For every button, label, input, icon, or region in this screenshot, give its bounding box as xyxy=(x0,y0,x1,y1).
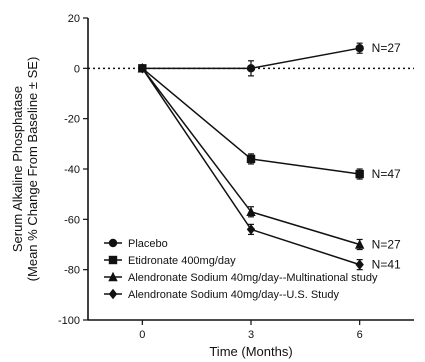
sample-size-label: N=41 xyxy=(372,258,401,272)
sample-size-label: N=27 xyxy=(372,41,401,55)
data-point xyxy=(246,64,256,73)
y-tick-label: -60 xyxy=(64,214,80,226)
y-tick-label: 0 xyxy=(74,63,80,75)
data-point xyxy=(355,259,364,270)
legend-marker xyxy=(108,255,118,265)
data-point xyxy=(246,224,256,235)
legend-label: Alendronate Sodium 40mg/day--Multination… xyxy=(128,272,378,284)
legend-label: Placebo xyxy=(128,238,168,250)
legend-item: Alendronate Sodium 40mg/day--U.S. Study xyxy=(104,288,339,301)
legend-marker xyxy=(108,288,118,300)
legend-label: Alendronate Sodium 40mg/day--U.S. Study xyxy=(128,289,339,301)
legend-label: Etidronate 400mg/day xyxy=(128,255,236,267)
y-tick-label: -80 xyxy=(64,265,80,277)
legend-item: Etidronate 400mg/day xyxy=(104,255,236,267)
data-point xyxy=(246,206,256,216)
data-point xyxy=(355,169,364,179)
x-axis-title: Time (Months) xyxy=(209,344,292,359)
x-tick-label: 0 xyxy=(139,329,145,341)
sample-size-label: N=27 xyxy=(372,238,401,252)
sample-size-label: N=47 xyxy=(372,167,401,181)
y-axis-title-line1: Serum Alkaline Phosphatase xyxy=(10,86,25,252)
legend-item: Placebo xyxy=(104,238,168,250)
y-tick-label: -100 xyxy=(58,315,80,327)
series-square: N=47 xyxy=(138,64,401,181)
series-circle: N=27 xyxy=(138,41,401,77)
legend: Placebo Etidronate 400mg/day Alendronate S… xyxy=(104,238,378,301)
series-triangle: N=27 xyxy=(137,63,401,252)
series-diamond: N=41 xyxy=(138,63,401,272)
y-tick-label: -20 xyxy=(64,114,80,126)
axes: 20 0 -20 -40 -60 -80 -100 0 3 6 Time (Months) Serum… xyxy=(10,13,414,359)
x-tick-label: 6 xyxy=(357,329,363,341)
x-tick-label: 3 xyxy=(248,329,254,341)
data-point xyxy=(138,63,147,74)
y-axis-title-line2: (Mean % Change From Baseline ± SE) xyxy=(25,57,40,282)
y-tick-label: 20 xyxy=(68,13,80,25)
y-tick-label: -40 xyxy=(64,164,80,176)
data-point xyxy=(246,154,256,164)
legend-item: Alendronate Sodium 40mg/day--Multination… xyxy=(104,271,378,284)
plot-area: N=27 N=47 N=27 N=41 xyxy=(88,41,414,272)
legend-marker xyxy=(108,271,118,282)
legend-marker xyxy=(108,238,118,248)
data-point xyxy=(355,44,364,53)
data-point xyxy=(354,239,365,249)
